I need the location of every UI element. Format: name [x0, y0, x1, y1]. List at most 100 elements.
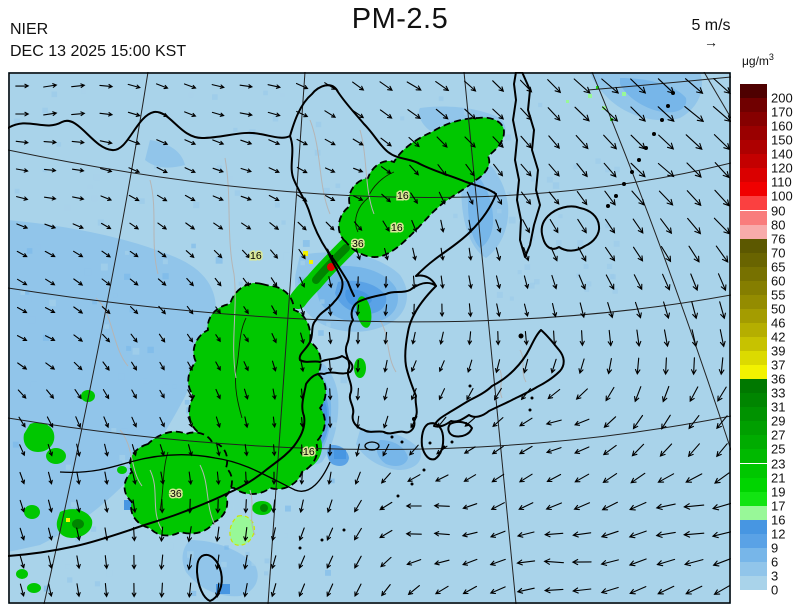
- wind-arrow-icon: [211, 111, 225, 117]
- wind-arrow-icon: [716, 443, 728, 458]
- wind-arrow-icon: [550, 358, 557, 374]
- wind-arrow-icon: [71, 140, 85, 145]
- raster-pixel: [332, 422, 338, 428]
- raster-pixel: [609, 273, 615, 279]
- wind-arrow-icon: [634, 301, 642, 319]
- raster-pixel: [573, 164, 579, 170]
- raster-pixel: [162, 273, 169, 280]
- wind-arrow-icon: [717, 386, 727, 402]
- raster-pixel: [517, 270, 522, 275]
- wind-arrow-icon: [577, 246, 587, 262]
- wind-arrow-icon: [157, 222, 168, 230]
- raster-pixel: [20, 290, 26, 295]
- wind-arrow-icon: [158, 333, 166, 343]
- wind-arrow-icon: [188, 471, 193, 486]
- wind-arrow-icon: [384, 247, 389, 261]
- wind-arrow-icon: [159, 526, 165, 543]
- raster-pixel: [614, 166, 620, 173]
- raster-pixel: [438, 96, 444, 102]
- raster-pixel: [221, 561, 227, 568]
- wind-arrow-icon: [75, 416, 82, 429]
- raster-pixel: [453, 213, 458, 219]
- small-islands: [298, 91, 675, 550]
- colorbar-boundary-label: 46: [771, 315, 786, 331]
- wind-arrow-icon: [100, 195, 113, 201]
- wind-arrow-icon: [46, 416, 54, 429]
- wind-arrow-icon: [495, 247, 502, 262]
- raster-pixel: [227, 504, 234, 512]
- colorbar-cell: [740, 351, 767, 366]
- contour-value-label: 36: [170, 488, 182, 500]
- raster-pixel: [335, 183, 341, 189]
- wind-arrow-icon: [48, 555, 53, 570]
- wind-arrow-icon: [382, 415, 389, 429]
- raster-pixel: [263, 90, 268, 96]
- colorbar-cell: [740, 112, 767, 127]
- wind-arrow-icon: [574, 473, 590, 483]
- wind-arrow-icon: [17, 362, 28, 370]
- wind-arrow-icon: [328, 360, 333, 373]
- wind-arrow-icon: [466, 191, 474, 205]
- raster-pixel: [90, 526, 97, 532]
- wind-arrow-icon: [272, 416, 277, 429]
- raster-pixel: [193, 201, 200, 209]
- colorbar: [740, 84, 767, 590]
- wind-arrow-icon: [326, 527, 334, 541]
- wind-arrow-icon: [327, 248, 334, 260]
- wind-arrow-icon: [215, 582, 221, 598]
- wind-arrow-icon: [48, 583, 53, 598]
- colorbar-cell: [740, 140, 767, 155]
- wind-arrow-icon: [632, 414, 644, 430]
- wind-arrow-icon: [76, 555, 81, 570]
- wind-arrow-icon: [714, 189, 730, 207]
- raster-pixel: [75, 537, 80, 542]
- wind-arrow-icon: [518, 445, 533, 455]
- raster-pixel: [605, 167, 610, 173]
- wind-arrow-icon: [383, 331, 388, 345]
- wind-arrow-icon: [520, 135, 532, 149]
- colorbar-cell: [740, 365, 767, 380]
- wind-arrow-icon: [687, 217, 702, 235]
- raster-pixel: [93, 174, 100, 181]
- wind-arrow-icon: [16, 196, 29, 201]
- wind-arrow-icon: [410, 388, 417, 401]
- wind-arrow-icon: [296, 110, 309, 118]
- wind-arrow-icon: [104, 471, 109, 486]
- wind-arrow-icon: [102, 333, 111, 343]
- raster-pixel: [124, 273, 131, 280]
- wind-arrow-icon: [632, 218, 644, 234]
- wind-arrow-icon: [691, 329, 698, 348]
- wind-arrow-icon: [572, 531, 592, 538]
- wind-arrow-icon: [462, 585, 478, 595]
- wind-arrow-icon: [243, 499, 249, 514]
- wind-arrow-icon: [407, 109, 422, 119]
- wind-arrow-icon: [407, 474, 421, 482]
- wind-arrow-icon: [657, 106, 675, 122]
- raster-pixel: [273, 559, 279, 565]
- colorbar-cell: [740, 421, 767, 436]
- wind-arrow-icon: [271, 333, 277, 344]
- wind-arrow-icon: [574, 418, 590, 426]
- wind-reference-legend: 5 m/s →: [676, 17, 746, 49]
- wind-arrow-icon: [576, 191, 588, 206]
- raster-pixel: [54, 567, 59, 572]
- wind-arrow-icon: [380, 137, 392, 147]
- wind-arrow-icon: [211, 84, 225, 89]
- wind-arrow-icon: [241, 222, 252, 230]
- raster-pixel: [264, 571, 269, 576]
- wind-arrow-icon: [523, 303, 529, 318]
- wind-arrow-icon: [131, 416, 137, 428]
- wind-arrow-icon: [519, 79, 533, 93]
- raster-pixel: [283, 533, 288, 538]
- wind-arrow-icon: [436, 136, 448, 148]
- wind-arrow-icon: [630, 472, 646, 484]
- raster-pixel: [65, 564, 70, 569]
- colorbar-boundary-label: 39: [771, 343, 786, 359]
- colorbar-boundary-label: 16: [771, 512, 786, 528]
- wind-arrow-icon: [405, 531, 422, 537]
- wind-arrow-icon: [711, 531, 731, 539]
- wind-arrow-icon: [545, 447, 562, 454]
- wind-arrow-icon: [212, 167, 224, 173]
- raster-pixel: [42, 334, 50, 341]
- wind-arrow-icon: [156, 139, 169, 146]
